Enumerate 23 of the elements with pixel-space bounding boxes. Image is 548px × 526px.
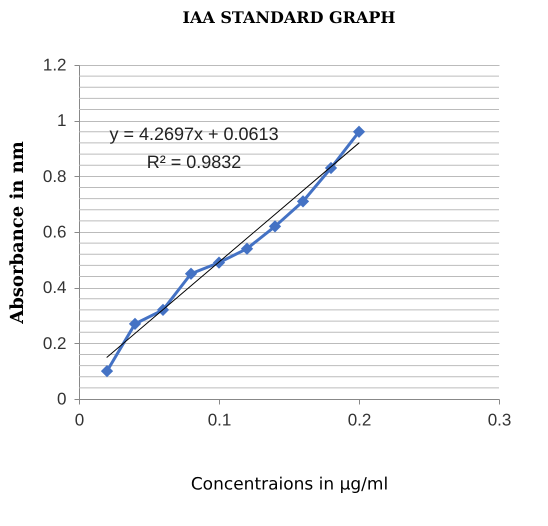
point — [184, 268, 198, 280]
y-tick-label: 1.2 — [42, 56, 66, 74]
point — [296, 195, 310, 208]
y-tick-label: 0 — [57, 390, 66, 408]
x-axis-title: Concentraions in µg/ml — [190, 474, 388, 494]
y-axis-title: Absorbance in nm — [6, 141, 28, 325]
y-tick-label: 1 — [57, 111, 66, 130]
y-tick-label: 0.4 — [42, 278, 66, 298]
point — [128, 318, 142, 330]
y-tick-label: 0.2 — [42, 334, 66, 353]
point — [100, 365, 114, 378]
y-tick-label: 0.8 — [42, 166, 66, 186]
x-tick-label: 0 — [74, 410, 84, 430]
x-tick-label: 0.2 — [348, 410, 372, 430]
point — [352, 126, 366, 138]
point — [240, 242, 254, 255]
x-tick-label: 0.1 — [208, 410, 232, 430]
y-tick-label: 0.6 — [42, 222, 66, 242]
annotation: y = 4.2697x + 0.0613 — [109, 124, 279, 144]
annotation: R² = 0.9832 — [146, 152, 242, 172]
x-tick-label: 0.3 — [488, 410, 512, 430]
chart-title: IAA STANDARD GRAPH — [182, 8, 396, 27]
point — [268, 220, 282, 233]
